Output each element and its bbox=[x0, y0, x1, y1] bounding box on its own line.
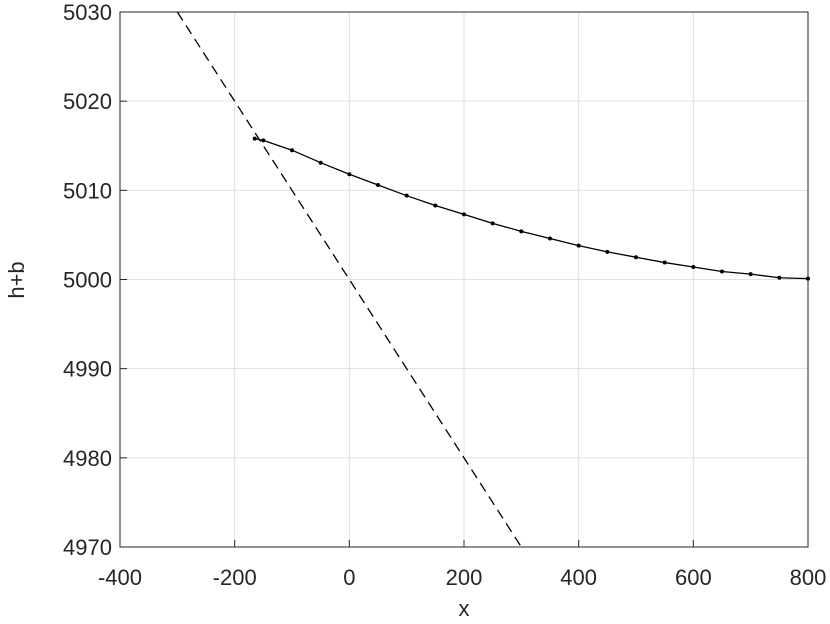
y-tick-label: 4990 bbox=[63, 357, 112, 382]
data-point bbox=[519, 229, 524, 234]
data-point bbox=[290, 148, 294, 153]
x-tick-label: 0 bbox=[343, 565, 355, 590]
x-tick-label: 600 bbox=[675, 565, 712, 590]
y-tick-label: 5030 bbox=[63, 0, 112, 25]
data-point bbox=[261, 138, 266, 143]
data-point bbox=[748, 272, 753, 277]
data-point bbox=[777, 275, 782, 280]
y-axis-label: h+b bbox=[4, 261, 29, 298]
x-tick-label: -400 bbox=[98, 565, 142, 590]
x-tick-label: -200 bbox=[213, 565, 257, 590]
data-point bbox=[376, 182, 380, 187]
data-point bbox=[318, 160, 323, 165]
x-axis-label: x bbox=[459, 596, 470, 621]
y-tick-label: 4970 bbox=[63, 535, 112, 560]
data-point bbox=[720, 269, 724, 274]
series-line bbox=[254, 137, 809, 280]
data-point bbox=[462, 212, 466, 217]
x-tick-label: 800 bbox=[790, 565, 827, 590]
data-point bbox=[576, 243, 581, 248]
data-point bbox=[252, 136, 257, 141]
data-point bbox=[634, 255, 638, 260]
y-tick-label: 4980 bbox=[63, 446, 112, 471]
x-tick-label: 400 bbox=[560, 565, 597, 590]
x-tick-label: 200 bbox=[446, 565, 483, 590]
data-point bbox=[691, 265, 696, 270]
data-point bbox=[433, 203, 438, 208]
series-line bbox=[176, 11, 522, 548]
y-tick-label: 5020 bbox=[63, 89, 112, 114]
data-point bbox=[490, 221, 495, 226]
data-point bbox=[548, 236, 552, 241]
data-point bbox=[662, 260, 667, 265]
data-point bbox=[806, 276, 810, 281]
y-tick-label: 5000 bbox=[63, 268, 112, 293]
data-point bbox=[404, 193, 409, 198]
y-tick-label: 5010 bbox=[63, 178, 112, 203]
data-point bbox=[605, 249, 610, 254]
data-point bbox=[347, 172, 352, 177]
